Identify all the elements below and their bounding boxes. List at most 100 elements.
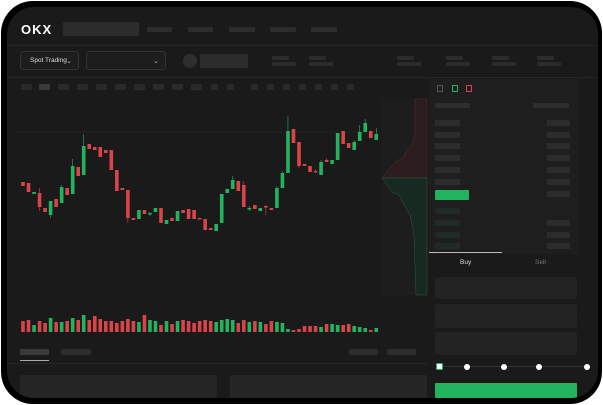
slider-stop[interactable] bbox=[464, 364, 470, 370]
chart-tool-button[interactable] bbox=[39, 84, 50, 90]
filter-button[interactable] bbox=[387, 349, 416, 355]
tab-order-history[interactable] bbox=[61, 349, 91, 355]
candle bbox=[230, 180, 235, 189]
chart-tool-button[interactable] bbox=[172, 84, 183, 90]
chart-tool-button[interactable] bbox=[227, 84, 234, 90]
chart-tool-button[interactable] bbox=[21, 84, 32, 90]
chart-tool-button[interactable] bbox=[77, 84, 88, 90]
volume-bar bbox=[32, 325, 36, 332]
total-input[interactable] bbox=[435, 332, 577, 355]
candle bbox=[159, 208, 163, 223]
chart-tool-button[interactable] bbox=[153, 84, 164, 90]
candle bbox=[214, 224, 218, 231]
candle bbox=[104, 150, 108, 153]
slider-stop[interactable] bbox=[501, 364, 507, 370]
nav-item[interactable] bbox=[147, 27, 172, 32]
ask-row-price bbox=[435, 155, 460, 161]
chart-tool-button[interactable] bbox=[283, 84, 290, 90]
tab-buy[interactable]: Buy bbox=[460, 259, 472, 266]
ask-row-size bbox=[547, 167, 570, 173]
chart-tool-button[interactable] bbox=[58, 84, 69, 90]
volume-bar bbox=[258, 322, 263, 332]
candlestick-chart[interactable] bbox=[7, 95, 429, 335]
tab-open-orders[interactable] bbox=[20, 349, 49, 355]
volume-bar bbox=[236, 323, 241, 332]
candle bbox=[26, 183, 31, 192]
chart-tool-button[interactable] bbox=[134, 84, 145, 90]
chart-tool-button[interactable] bbox=[191, 84, 202, 90]
volume-bar bbox=[302, 326, 307, 332]
volume-bar bbox=[186, 321, 191, 332]
volume-bar bbox=[70, 318, 75, 332]
volume-bar bbox=[247, 322, 252, 332]
chart-tool-button[interactable] bbox=[331, 84, 338, 90]
orderbook-asks-icon[interactable] bbox=[466, 85, 472, 92]
candle bbox=[208, 228, 213, 230]
candle bbox=[330, 160, 334, 164]
candle bbox=[153, 208, 158, 212]
candle bbox=[242, 185, 246, 207]
filter-button[interactable] bbox=[349, 349, 378, 355]
chart-tool-button[interactable] bbox=[315, 84, 322, 90]
ask-row-price bbox=[435, 143, 460, 149]
candle bbox=[54, 199, 58, 207]
orderbook-header bbox=[435, 103, 470, 108]
market-type-label: Spot Trading bbox=[30, 57, 67, 64]
candle bbox=[275, 188, 279, 208]
slider-stop[interactable] bbox=[536, 364, 542, 370]
candle bbox=[59, 187, 64, 203]
candle bbox=[346, 143, 351, 148]
volume-bar bbox=[164, 321, 169, 332]
candle bbox=[70, 166, 75, 194]
volume-bar bbox=[159, 325, 163, 332]
bid-row-price bbox=[435, 208, 460, 214]
price-input[interactable] bbox=[435, 277, 577, 299]
volume-bar bbox=[153, 321, 158, 332]
nav-item[interactable] bbox=[270, 27, 296, 32]
candle bbox=[324, 160, 329, 162]
amount-input[interactable] bbox=[435, 304, 577, 328]
candle bbox=[297, 142, 301, 166]
market-type-dropdown[interactable]: Spot Trading ⌄ bbox=[20, 51, 79, 70]
pair-dropdown[interactable]: ⌄ bbox=[86, 51, 166, 70]
candle bbox=[65, 188, 69, 195]
slider-handle[interactable] bbox=[436, 363, 443, 370]
chart-tool-button[interactable] bbox=[299, 84, 306, 90]
volume-bar bbox=[352, 326, 356, 332]
tab-sell[interactable]: Sell bbox=[535, 259, 546, 266]
chevron-down-icon: ⌄ bbox=[66, 58, 72, 65]
volume-bar bbox=[208, 321, 213, 332]
orderbook-both-icon[interactable] bbox=[437, 85, 443, 92]
volume-bar bbox=[324, 324, 329, 332]
candle bbox=[164, 220, 169, 224]
candle bbox=[236, 181, 241, 191]
nav-item[interactable] bbox=[188, 27, 213, 32]
volume-bar bbox=[126, 319, 130, 332]
volume-bar bbox=[280, 323, 285, 332]
chart-tool-button[interactable] bbox=[267, 84, 274, 90]
candle bbox=[126, 190, 130, 218]
slider-stop[interactable] bbox=[584, 364, 590, 370]
candle bbox=[308, 166, 312, 172]
spread-size bbox=[547, 191, 570, 197]
chart-tool-button[interactable] bbox=[251, 84, 258, 90]
chevron-down-icon: ⌄ bbox=[153, 58, 159, 65]
candle bbox=[76, 167, 80, 176]
candle bbox=[247, 208, 252, 210]
volume-bar bbox=[54, 322, 58, 332]
search-bar[interactable] bbox=[63, 22, 139, 36]
candle bbox=[352, 142, 356, 150]
chart-tool-button[interactable] bbox=[96, 84, 107, 90]
candle bbox=[302, 164, 307, 166]
volume-bar bbox=[214, 322, 218, 332]
orderbook-bids-icon[interactable] bbox=[452, 85, 458, 92]
nav-item[interactable] bbox=[229, 27, 255, 32]
amount-slider-track[interactable] bbox=[439, 366, 589, 367]
chart-tool-button[interactable] bbox=[115, 84, 126, 90]
candle bbox=[115, 170, 119, 191]
buy-button[interactable] bbox=[435, 383, 577, 398]
nav-item[interactable] bbox=[311, 27, 337, 32]
chart-tool-button[interactable] bbox=[347, 84, 354, 90]
candle bbox=[319, 162, 323, 175]
chart-tool-button[interactable] bbox=[211, 84, 218, 90]
